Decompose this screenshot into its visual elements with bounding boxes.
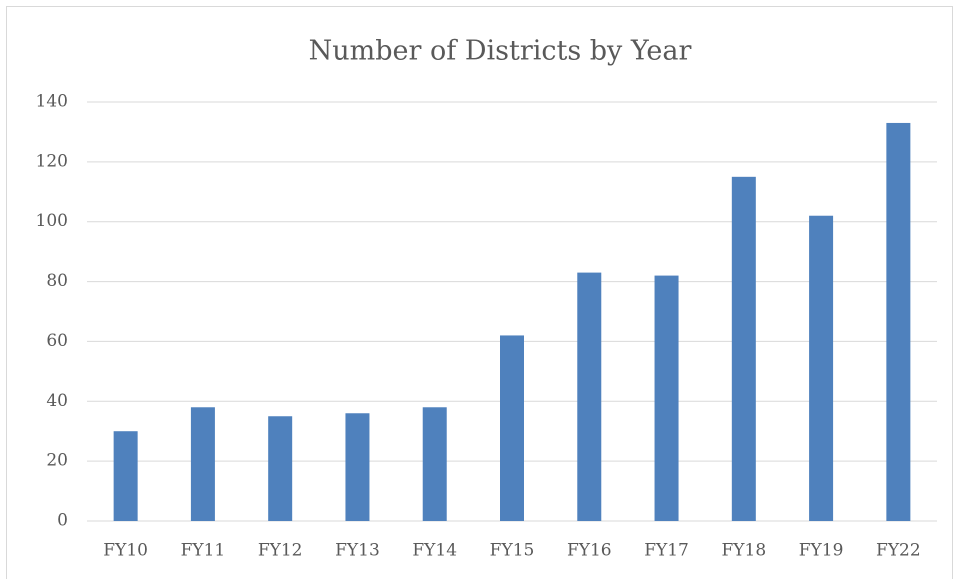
bar [113, 431, 138, 521]
bar [345, 413, 370, 521]
chart-title: Number of Districts by Year [309, 36, 692, 67]
y-tick-label: 0 [57, 511, 68, 531]
bar [886, 122, 911, 521]
bar [654, 275, 679, 521]
x-tick-label: FY11 [181, 541, 226, 561]
bar [422, 407, 447, 521]
x-tick-label: FY17 [644, 541, 689, 561]
bar [809, 215, 834, 521]
x-tick-label: FY14 [412, 541, 457, 561]
bar [500, 335, 524, 521]
x-tick-label: FY19 [799, 541, 844, 561]
bar [268, 416, 293, 521]
y-tick-label: 60 [46, 331, 68, 351]
x-tick-label: FY13 [335, 541, 380, 561]
x-tick-label: FY10 [103, 541, 148, 561]
x-tick-label: FY18 [721, 541, 766, 561]
bar [577, 272, 602, 521]
x-tick-label: FY12 [258, 541, 303, 561]
y-tick-label: 140 [36, 92, 68, 112]
x-tick-label: FY15 [490, 541, 535, 561]
bar [731, 176, 756, 522]
x-tick-label: FY22 [876, 541, 921, 561]
y-tick-label: 20 [46, 451, 68, 471]
bar [190, 407, 215, 521]
y-tick-label: 40 [46, 391, 68, 411]
y-tick-label: 120 [36, 151, 68, 171]
y-tick-label: 80 [46, 271, 68, 291]
x-tick-label: FY16 [567, 541, 612, 561]
y-tick-label: 100 [36, 211, 68, 231]
